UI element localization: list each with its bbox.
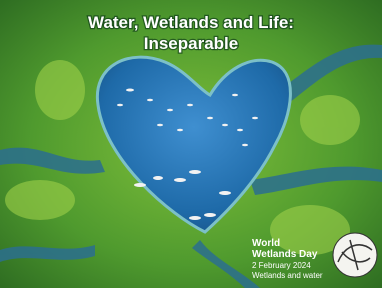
title-line: Inseparable (144, 34, 239, 53)
logo-text: World (252, 238, 280, 249)
page: Water, Wetlands and Life: Inseparable Wo… (0, 0, 382, 288)
logo-emblem (333, 233, 377, 277)
title-line: Water, Wetlands and Life: (88, 13, 294, 32)
logo-text: Wetlands Day (252, 249, 318, 260)
tagline: Wetlands and water (252, 271, 323, 280)
poster: Water, Wetlands and Life: Inseparable Wo… (0, 0, 382, 288)
event-date: 2 February 2024 (252, 261, 311, 270)
